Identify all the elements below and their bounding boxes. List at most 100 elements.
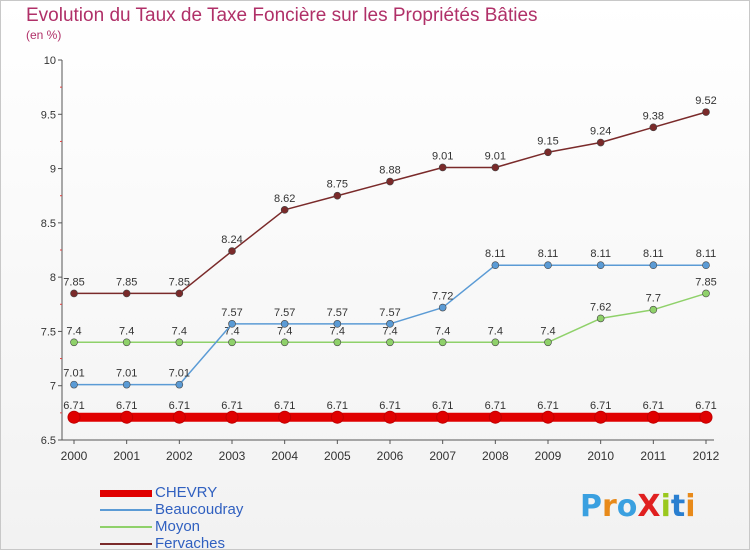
data-point-moyon — [596, 314, 605, 323]
data-label-chevry: 6.71 — [590, 400, 611, 412]
y-tick-label: 6.5 — [41, 435, 56, 447]
data-point-fervaches — [175, 289, 184, 298]
data-label-beaucoudray: 7.57 — [379, 307, 400, 319]
data-label-moyon: 7.4 — [540, 325, 555, 337]
data-label-beaucoudray: 7.01 — [169, 368, 190, 380]
x-tick-label: 2006 — [377, 449, 404, 463]
data-point-fervaches — [122, 289, 131, 298]
data-point-chevry — [541, 410, 555, 424]
data-point-chevry — [67, 410, 81, 424]
line-chart: 6.5 7 7.5 8 8.5 9 9.5 10 2000 2001 2002 2003 2004 200… — [41, 55, 720, 463]
data-point-moyon — [438, 338, 447, 347]
data-point-moyon — [544, 338, 552, 347]
data-label-moyon: 7.4 — [119, 325, 134, 337]
data-label-moyon: 7.4 — [330, 325, 345, 337]
data-point-beaucoudray — [70, 380, 78, 389]
data-label-beaucoudray: 7.72 — [432, 291, 453, 303]
data-label-chevry: 6.71 — [63, 400, 84, 412]
data-label-fervaches: 8.88 — [379, 165, 400, 177]
data-point-moyon — [280, 338, 289, 347]
data-label-chevry: 6.71 — [327, 400, 348, 412]
legend-swatch — [100, 489, 152, 497]
data-point-moyon — [122, 338, 131, 347]
x-tick-label: 2008 — [482, 449, 509, 463]
data-point-chevry — [699, 410, 713, 424]
y-tick-label: 9.5 — [41, 109, 56, 121]
data-point-fervaches — [333, 191, 342, 200]
y-tick-label: 9 — [50, 164, 56, 176]
data-point-chevry — [330, 410, 344, 424]
logo-letter: i — [660, 489, 671, 524]
data-point-fervaches — [544, 148, 552, 157]
data-point-fervaches — [386, 177, 394, 186]
data-label-fervaches: 8.62 — [274, 193, 295, 205]
legend-swatch — [100, 509, 152, 511]
legend-label: Moyon — [155, 518, 201, 535]
data-label-moyon: 7.4 — [277, 325, 292, 337]
data-point-chevry — [120, 410, 134, 424]
data-point-beaucoudray — [386, 320, 394, 328]
data-point-fervaches — [596, 138, 605, 147]
data-label-chevry: 6.71 — [379, 400, 400, 412]
data-label-chevry: 6.71 — [643, 400, 664, 412]
data-label-fervaches: 9.52 — [695, 95, 716, 107]
x-tick-label: 2010 — [587, 449, 614, 463]
data-point-fervaches — [491, 163, 500, 172]
series-line-fervaches — [74, 111, 707, 295]
data-point-moyon — [702, 289, 710, 298]
data-label-fervaches: 7.85 — [63, 276, 84, 288]
data-point-fervaches — [438, 163, 447, 172]
data-label-chevry: 6.71 — [485, 400, 506, 412]
x-tick-label: 2007 — [429, 449, 456, 463]
proxiti-logo: ProXiti — [580, 489, 696, 524]
x-tick-label: 2004 — [271, 449, 298, 463]
data-label-beaucoudray: 8.11 — [485, 248, 506, 260]
data-point-fervaches — [702, 108, 710, 116]
data-label-beaucoudray: 7.01 — [116, 368, 137, 380]
data-label-moyon: 7.4 — [382, 325, 397, 337]
chart-subtitle: (en %) — [26, 28, 62, 42]
data-label-fervaches: 9.01 — [432, 150, 453, 162]
data-point-beaucoudray — [438, 303, 447, 312]
logo-letter: i — [685, 489, 696, 524]
data-label-chevry: 6.71 — [537, 400, 558, 412]
data-point-fervaches — [280, 206, 289, 214]
y-tick-label: 7 — [50, 381, 56, 393]
y-tick-label: 7.5 — [41, 326, 56, 338]
x-tick-label: 2005 — [324, 449, 351, 463]
data-point-beaucoudray — [544, 261, 552, 270]
y-tick-label: 8.5 — [41, 218, 56, 230]
data-point-moyon — [491, 338, 500, 347]
data-label-chevry: 6.71 — [695, 400, 716, 412]
data-point-beaucoudray — [122, 380, 131, 389]
data-point-beaucoudray — [596, 261, 605, 270]
data-label-moyon: 7.4 — [172, 325, 187, 337]
data-label-fervaches: 7.85 — [116, 276, 137, 288]
data-point-beaucoudray — [702, 261, 710, 270]
chart-title: Evolution du Taux de Taxe Foncière sur l… — [26, 5, 538, 26]
logo-letter: t — [670, 489, 686, 524]
legend-swatch — [100, 526, 152, 528]
logo-letter: X — [637, 489, 661, 524]
data-label-beaucoudray: 8.11 — [643, 248, 664, 260]
y-tick-label: 10 — [44, 55, 56, 67]
data-label-fervaches: 7.85 — [169, 276, 190, 288]
data-point-beaucoudray — [228, 320, 236, 328]
logo-letter: r — [602, 489, 617, 524]
logo-letter: P — [580, 489, 602, 524]
data-point-chevry — [172, 410, 186, 424]
data-label-beaucoudray: 8.11 — [538, 248, 559, 260]
data-label-moyon: 7.4 — [435, 325, 450, 337]
data-point-beaucoudray — [491, 261, 500, 270]
legend-label: Beaucoudray — [155, 501, 244, 518]
legend-swatch — [100, 543, 152, 545]
data-point-moyon — [175, 338, 184, 347]
data-point-beaucoudray — [280, 320, 289, 328]
data-point-moyon — [228, 338, 236, 347]
data-label-chevry: 6.71 — [432, 400, 453, 412]
data-point-moyon — [649, 305, 658, 314]
data-label-fervaches: 9.01 — [485, 150, 506, 162]
data-point-chevry — [225, 410, 239, 424]
data-label-chevry: 6.71 — [116, 400, 137, 412]
